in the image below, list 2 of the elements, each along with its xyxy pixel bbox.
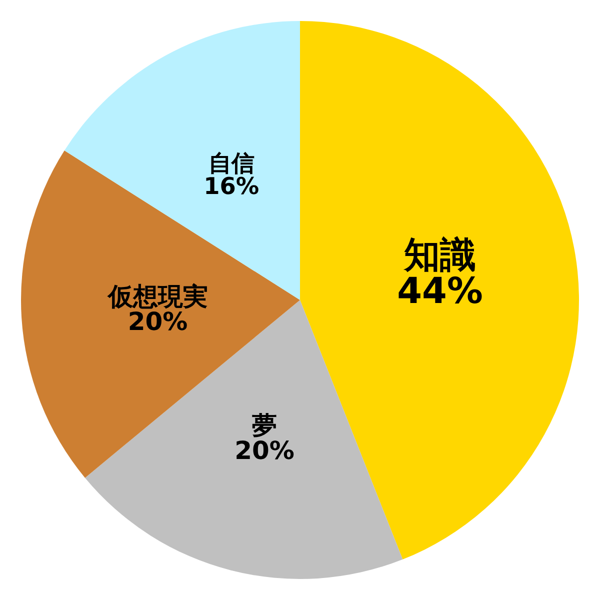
slice-label: 知識	[402, 234, 476, 276]
slice-label: 仮想現実	[106, 282, 208, 311]
